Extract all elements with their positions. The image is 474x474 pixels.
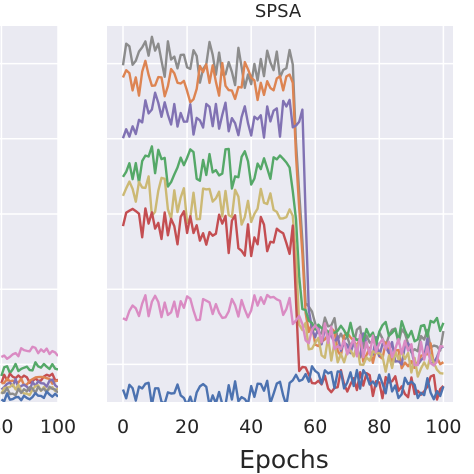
chart-title: SPSA [255, 1, 302, 22]
series-line [0, 345, 58, 360]
series-line [0, 390, 58, 402]
series-line [1, 385, 58, 397]
series-line [1, 375, 58, 387]
x-tick-label: 80 [0, 416, 14, 438]
series-line [0, 377, 58, 392]
x-tick-label: 40 [239, 416, 263, 438]
left-panel: 80 100 [0, 26, 76, 438]
x-tick-label: 20 [175, 416, 199, 438]
x-tick-label: 80 [367, 416, 391, 438]
series-line [0, 361, 58, 377]
x-tick-label: 60 [303, 416, 327, 438]
x-tick-label: 0 [117, 416, 129, 438]
series-line [121, 365, 445, 402]
x-tick-label: 100 [40, 416, 76, 438]
x-axis-label: Epochs [239, 445, 329, 474]
series-line [121, 145, 445, 346]
series-line [122, 293, 444, 367]
right-panel: 0 20 40 60 80 100 [107, 26, 462, 438]
series-line [121, 175, 444, 378]
x-tick-label: 100 [425, 416, 461, 438]
